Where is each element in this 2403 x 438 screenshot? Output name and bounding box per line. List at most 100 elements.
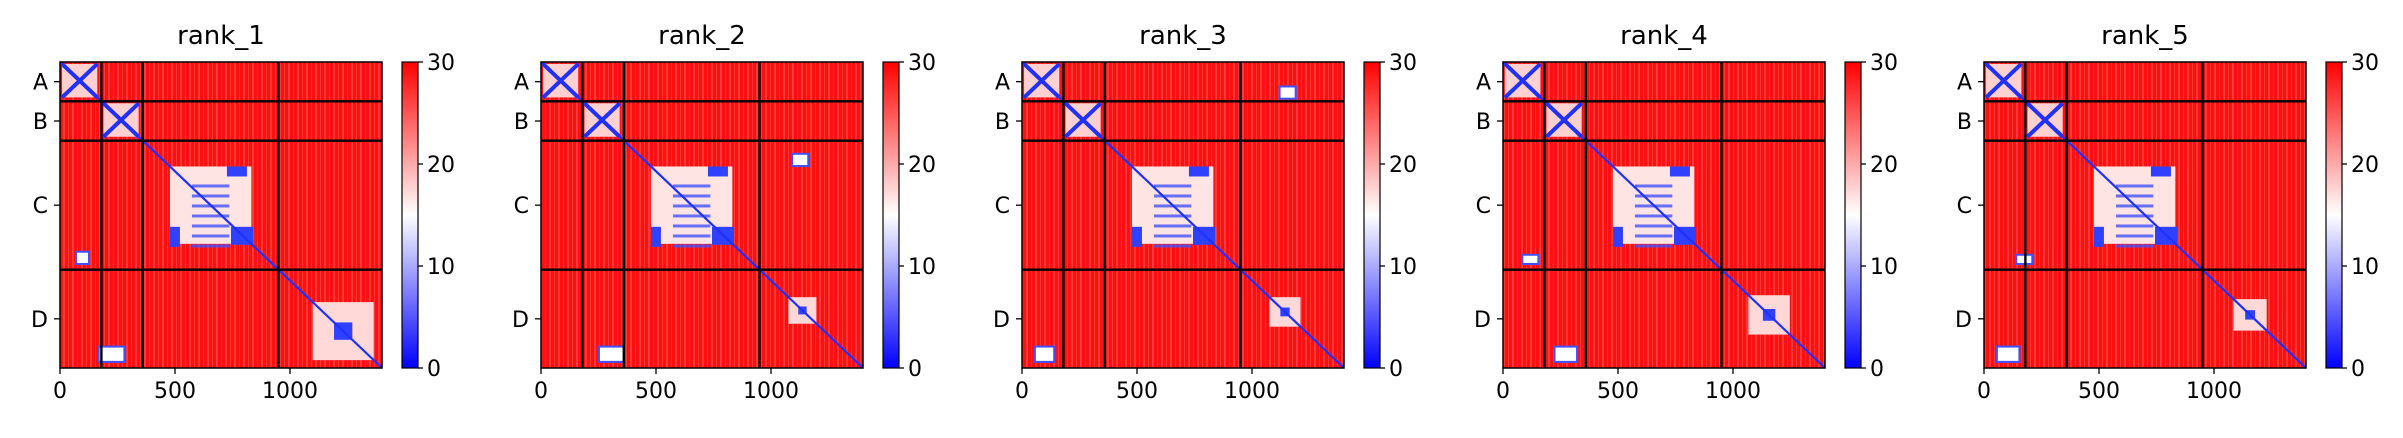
contact-block xyxy=(672,234,711,238)
contact-block xyxy=(1553,345,1579,363)
contact-block xyxy=(1634,184,1673,188)
chain-label: D xyxy=(31,308,48,333)
contact-block xyxy=(1995,345,2021,363)
x-tick-label: 1000 xyxy=(743,379,799,404)
colorbar-tick-label: 30 xyxy=(1389,51,1417,76)
contact-block xyxy=(2093,226,2104,247)
contact-block xyxy=(1634,234,1673,238)
x-tick-label: 0 xyxy=(1977,379,1991,404)
contact-block xyxy=(1634,244,1673,248)
colorbar-tick-label: 30 xyxy=(908,51,936,76)
x-tick-label: 500 xyxy=(1597,379,1639,404)
contact-block xyxy=(75,250,90,265)
contact-block xyxy=(672,184,711,188)
panel-title: rank_4 xyxy=(1620,21,1708,51)
colorbar xyxy=(1844,61,1862,369)
colorbar xyxy=(2325,61,2343,369)
x-tick-label: 1000 xyxy=(2186,379,2242,404)
contact-block xyxy=(707,166,728,177)
diagonal-line xyxy=(1502,61,1826,369)
axes-frame xyxy=(1983,61,2307,369)
x-tick-label: 500 xyxy=(1116,379,1158,404)
heatmap-panel: rank_1 AB C D 0 500 1000 0 10 20 30 xyxy=(31,21,455,404)
chain-label: C xyxy=(33,194,48,219)
colorbar-tick-label: 0 xyxy=(427,357,441,382)
axes-frame xyxy=(1502,61,1826,369)
colorbar-tick-label: 20 xyxy=(427,153,455,178)
heatmap-panel: rank_3 AB C D 0 500 1000 0 10 20 30 xyxy=(993,21,1417,404)
x-tick-label: 0 xyxy=(534,379,548,404)
diagonal-line xyxy=(1021,61,1345,369)
colorbar xyxy=(401,61,419,369)
panel-title: rank_3 xyxy=(1139,21,1227,51)
contact-block xyxy=(1153,194,1192,198)
contact-block xyxy=(1131,226,1142,247)
panel-title: rank_1 xyxy=(177,21,265,51)
colorbar-tick-label: 10 xyxy=(1870,255,1898,280)
axes-frame xyxy=(540,61,864,369)
colorbar-tick-label: 30 xyxy=(427,51,455,76)
diagonal-line xyxy=(59,61,383,369)
colorbar-tick-label: 30 xyxy=(1870,51,1898,76)
colorbar xyxy=(882,61,900,369)
chain-label: A xyxy=(514,71,529,96)
chain-label: B xyxy=(1476,110,1491,135)
colorbar xyxy=(1363,61,1381,369)
x-tick-label: 0 xyxy=(53,379,67,404)
x-tick-label: 1000 xyxy=(262,379,318,404)
contact-block xyxy=(1634,214,1673,218)
diagonal-line xyxy=(1983,61,2307,369)
contact-block xyxy=(2115,234,2154,238)
contact-block xyxy=(2115,244,2154,248)
contact-block xyxy=(672,244,711,248)
x-tick-label: 500 xyxy=(635,379,677,404)
contact-block xyxy=(1153,234,1192,238)
contact-block xyxy=(1153,214,1192,218)
heatmap-panel: rank_5 AB C D 0 500 1000 0 10 20 30 xyxy=(1955,21,2379,404)
contact-block xyxy=(97,345,126,363)
chain-label: D xyxy=(1474,308,1491,333)
contact-block xyxy=(191,224,230,228)
chain-label: B xyxy=(1957,110,1972,135)
chain-label: D xyxy=(1955,308,1972,333)
chain-label: A xyxy=(33,71,48,96)
x-tick-label: 1000 xyxy=(1705,379,1761,404)
colorbar-tick-label: 30 xyxy=(2351,51,2379,76)
contact-block xyxy=(2115,224,2154,228)
contact-block xyxy=(672,224,711,228)
x-tick-label: 0 xyxy=(1015,379,1029,404)
axes-frame xyxy=(59,61,383,369)
contact-block xyxy=(1521,253,1540,265)
contact-block xyxy=(1188,166,1209,177)
contact-block xyxy=(191,244,230,248)
contact-block xyxy=(1669,166,1690,177)
contact-block xyxy=(791,152,810,168)
contact-block xyxy=(169,226,180,247)
chain-label: D xyxy=(512,308,529,333)
colorbar-tick-label: 0 xyxy=(1870,357,1884,382)
contact-block xyxy=(1634,224,1673,228)
panel-title: rank_2 xyxy=(658,21,746,51)
contact-block xyxy=(226,166,247,177)
diagonal-line xyxy=(540,61,864,369)
contact-block xyxy=(2115,214,2154,218)
contact-block xyxy=(191,214,230,218)
contact-block xyxy=(191,184,230,188)
chain-label: B xyxy=(33,110,48,135)
contact-block xyxy=(2150,166,2171,177)
contact-block xyxy=(1153,184,1192,188)
chain-label: C xyxy=(995,194,1010,219)
x-tick-label: 0 xyxy=(1496,379,1510,404)
chain-label: A xyxy=(1957,71,1972,96)
chain-label: C xyxy=(1476,194,1491,219)
contact-block xyxy=(2115,184,2154,188)
contact-block xyxy=(2115,194,2154,198)
contact-block xyxy=(672,194,711,198)
colorbar-tick-label: 0 xyxy=(908,357,922,382)
contact-block xyxy=(1278,85,1297,100)
colorbar-tick-label: 20 xyxy=(1870,153,1898,178)
chain-label: C xyxy=(1957,194,1972,219)
contact-block xyxy=(650,226,661,247)
heatmap-panel: rank_2 AB C D 0 500 1000 0 10 20 30 xyxy=(512,21,936,404)
